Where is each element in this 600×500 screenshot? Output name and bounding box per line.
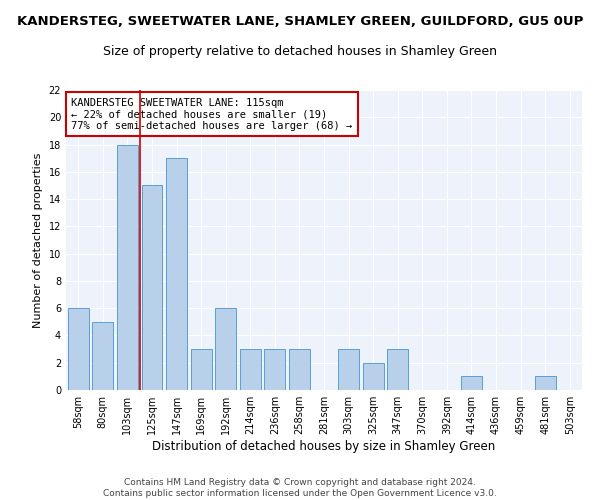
Bar: [535, 376, 556, 390]
Bar: [68, 308, 89, 390]
Text: Contains HM Land Registry data © Crown copyright and database right 2024.
Contai: Contains HM Land Registry data © Crown c…: [103, 478, 497, 498]
Bar: [362, 362, 383, 390]
Bar: [240, 349, 261, 390]
Bar: [166, 158, 187, 390]
Bar: [387, 349, 408, 390]
Bar: [265, 349, 286, 390]
Text: Size of property relative to detached houses in Shamley Green: Size of property relative to detached ho…: [103, 45, 497, 58]
Text: KANDERSTEG, SWEETWATER LANE, SHAMLEY GREEN, GUILDFORD, GU5 0UP: KANDERSTEG, SWEETWATER LANE, SHAMLEY GRE…: [17, 15, 583, 28]
Bar: [215, 308, 236, 390]
Bar: [142, 186, 163, 390]
Bar: [338, 349, 359, 390]
Bar: [289, 349, 310, 390]
Y-axis label: Number of detached properties: Number of detached properties: [33, 152, 43, 328]
Text: KANDERSTEG SWEETWATER LANE: 115sqm
← 22% of detached houses are smaller (19)
77%: KANDERSTEG SWEETWATER LANE: 115sqm ← 22%…: [71, 98, 352, 130]
Bar: [191, 349, 212, 390]
X-axis label: Distribution of detached houses by size in Shamley Green: Distribution of detached houses by size …: [152, 440, 496, 453]
Bar: [461, 376, 482, 390]
Bar: [92, 322, 113, 390]
Bar: [117, 144, 138, 390]
